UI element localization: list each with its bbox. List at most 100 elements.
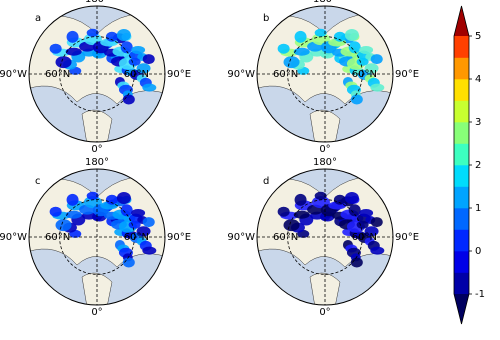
data-patch — [277, 206, 290, 217]
colorbar-extend-over — [454, 6, 469, 36]
lat-label: 60°N — [352, 69, 377, 80]
data-patch — [333, 194, 346, 205]
map-panel: b 180° 0° 90°W 90°E 60°N 60°N — [227, 0, 419, 155]
data-patch — [294, 193, 307, 206]
data-patch — [344, 192, 359, 205]
lon-label: 90°E — [395, 232, 419, 243]
data-patch — [359, 209, 374, 218]
colorbar-band — [454, 143, 469, 166]
data-patch — [120, 41, 133, 54]
data-patch — [136, 63, 151, 74]
lon-label: 0° — [319, 307, 330, 318]
data-patch — [283, 56, 300, 69]
lon-label: 180° — [85, 0, 109, 5]
data-patch — [136, 226, 151, 237]
data-patch — [364, 63, 379, 74]
map-panel: d 180° 0° 90°W 90°E 60°N 60°N — [227, 157, 419, 318]
panel-label: c — [35, 176, 41, 187]
data-patch — [364, 226, 379, 237]
lat-label: 60°N — [352, 232, 377, 243]
data-patch — [142, 54, 155, 65]
data-patch — [116, 29, 131, 42]
colorbar-band — [454, 36, 469, 58]
data-patch — [277, 43, 290, 54]
colorbar-tick-label: -1 — [475, 289, 485, 300]
data-patch — [55, 56, 72, 69]
data-patch — [293, 210, 310, 219]
panel-label: b — [263, 13, 269, 24]
data-patch — [344, 29, 359, 42]
lat-label: 60°N — [45, 69, 70, 80]
data-patch — [333, 31, 346, 42]
map-border — [256, 5, 394, 143]
data-patch — [293, 47, 310, 56]
lon-label: 90°E — [167, 232, 191, 243]
colorbar-band — [454, 57, 469, 80]
colorbar-tick-label: 5 — [475, 31, 481, 42]
colorbar-band — [454, 186, 469, 209]
colorbar-band — [454, 251, 469, 273]
data-patch — [314, 28, 327, 37]
lon-label: 90°E — [167, 69, 191, 80]
colorbar-tick-label: 3 — [475, 117, 481, 128]
data-patch — [122, 257, 135, 268]
lat-label: 60°N — [124, 69, 149, 80]
data-patch — [116, 192, 131, 205]
colorbar-band — [454, 272, 469, 295]
data-patch — [348, 41, 361, 54]
data-patch — [49, 206, 62, 217]
colorbar-extend-under — [454, 294, 469, 324]
data-patch — [66, 193, 79, 206]
data-patch — [131, 46, 146, 55]
colorbar-band — [454, 208, 469, 230]
data-patch — [370, 246, 385, 255]
data-patch — [105, 31, 118, 42]
data-patch — [359, 46, 374, 55]
data-patch — [350, 257, 363, 268]
data-patch — [142, 83, 157, 92]
data-patch — [314, 191, 327, 200]
colorbar-band — [454, 79, 469, 101]
lat-label: 60°N — [273, 232, 298, 243]
data-patch — [86, 28, 99, 37]
lon-label: 90°W — [0, 232, 27, 243]
map-panel: a 180° 0° 90°W 90°E 60°N 60°N — [0, 0, 191, 155]
colorbar-band — [454, 165, 469, 187]
data-patch — [283, 219, 300, 232]
data-patch — [105, 194, 118, 205]
data-patch — [350, 94, 363, 105]
data-patch — [86, 191, 99, 200]
panel-label: d — [263, 176, 269, 187]
colorbar-tick-label: 4 — [475, 74, 481, 85]
lon-label: 0° — [91, 307, 102, 318]
lon-label: 0° — [319, 144, 330, 155]
data-patch — [142, 217, 155, 228]
lat-label: 60°N — [273, 69, 298, 80]
data-patch — [122, 94, 135, 105]
lon-label: 90°W — [227, 69, 255, 80]
data-patch — [370, 83, 385, 92]
data-patch — [65, 210, 82, 219]
colorbar-tick-label: 0 — [475, 246, 481, 257]
data-patch — [370, 217, 383, 228]
lon-label: 180° — [85, 157, 109, 168]
data-patch — [66, 30, 79, 43]
colorbar-band — [454, 100, 469, 123]
lat-label: 60°N — [45, 232, 70, 243]
map-border — [256, 168, 394, 306]
lon-label: 90°E — [395, 69, 419, 80]
lon-label: 180° — [313, 0, 337, 5]
lat-label: 60°N — [124, 232, 149, 243]
data-patch — [65, 47, 82, 56]
data-patch — [55, 219, 72, 232]
data-patch — [370, 54, 383, 65]
lon-label: 90°W — [0, 69, 27, 80]
data-patch — [142, 246, 157, 255]
lon-label: 90°W — [227, 232, 255, 243]
map-panel: c 180° 0° 90°W 90°E 60°N 60°N — [0, 157, 191, 318]
lon-label: 0° — [91, 144, 102, 155]
data-patch — [348, 204, 361, 217]
colorbar-tick-label: 1 — [475, 203, 481, 214]
colorbar-band — [454, 229, 469, 252]
